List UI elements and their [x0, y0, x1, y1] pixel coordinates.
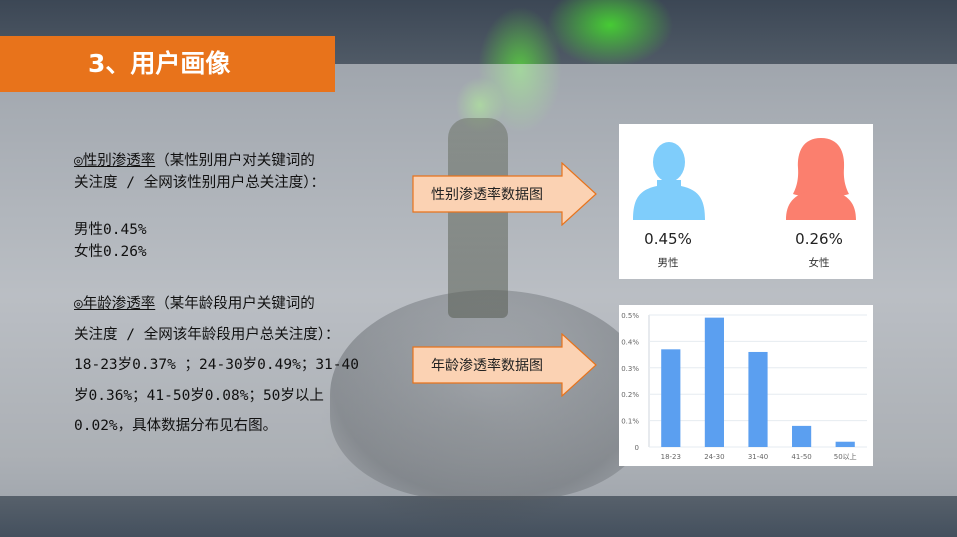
x-tick-label: 50以上: [834, 452, 857, 461]
female-user-icon: [783, 136, 859, 220]
soldier-silhouette: [448, 118, 508, 318]
male-rate-value: 0.45%: [644, 230, 692, 248]
gender-definition: 关注度 / 全网该性别用户总关注度）：: [74, 175, 325, 191]
female-rate-text: 女性0.26%: [74, 244, 147, 260]
x-tick-label: 41-50: [791, 453, 811, 461]
male-label: 男性: [657, 257, 679, 269]
title-bar: [0, 36, 335, 92]
bar-50以上: [835, 441, 855, 447]
y-tick-label: 0: [635, 444, 639, 452]
gender-heading: ◎性别渗透率: [74, 153, 156, 169]
gender-arrow-label: 性别渗透率数据图: [431, 187, 543, 203]
male-user-icon: [631, 136, 707, 220]
y-tick-label: 0.3%: [621, 365, 639, 373]
age-definition: 关注度 / 全网该年龄段用户总关注度）：: [74, 326, 340, 343]
age-arrow-label: 年龄渗透率数据图: [431, 358, 543, 374]
age-values-line3: 0.02%，具体数据分布见右图。: [74, 418, 278, 434]
age-heading-rest: （某年龄段用户关键词的: [155, 296, 315, 312]
age-values-line2: 岁0.36%；41-50岁0.08%；50岁以上: [74, 387, 324, 404]
bar-31-40: [748, 351, 768, 447]
bar-24-30: [704, 317, 724, 447]
gender-arrow: 性别渗透率数据图: [412, 162, 598, 226]
age-arrow: 年龄渗透率数据图: [412, 333, 598, 397]
female-label: 女性: [808, 257, 830, 269]
age-heading: ◎年龄渗透率: [74, 296, 156, 312]
age-description: ◎年龄渗透率（某年龄段用户关键词的 关注度 / 全网该年龄段用户总关注度）： 1…: [74, 289, 359, 442]
y-tick-label: 0.5%: [621, 312, 639, 320]
gender-heading-rest: （某性别用户对关键词的: [155, 153, 315, 169]
bar-18-23: [661, 349, 681, 447]
y-tick-label: 0.4%: [621, 338, 639, 346]
gender-description: ◎性别渗透率（某性别用户对关键词的 关注度 / 全网该性别用户总关注度）：: [74, 150, 325, 194]
age-chart-card: 0 0.1% 0.2% 0.3% 0.4% 0.5% 18-23 24-30 31-40 41-5…: [619, 305, 873, 466]
x-tick-label: 24-30: [704, 453, 724, 461]
x-tick-label: 31-40: [748, 453, 768, 461]
male-rate-text: 男性0.45%: [74, 222, 147, 238]
age-values-line1: 18-23岁0.37% ；24-30岁0.49%；31-40: [74, 357, 359, 373]
gender-values: 男性0.45% 女性0.26%: [74, 219, 147, 263]
x-tick-label: 18-23: [661, 453, 681, 461]
age-bar-chart: 0 0.1% 0.2% 0.3% 0.4% 0.5% 18-23 24-30 31-40 41-5…: [621, 312, 867, 461]
skull-silhouette: [330, 290, 650, 500]
y-tick-label: 0.1%: [621, 418, 639, 426]
y-tick-label: 0.2%: [621, 391, 639, 399]
gender-chart-card: 0.45% 男性 0.26% 女性: [619, 124, 873, 279]
page-title: 3、用户画像: [88, 49, 231, 78]
female-rate-value: 0.26%: [795, 230, 843, 248]
bar-41-50: [792, 425, 812, 447]
